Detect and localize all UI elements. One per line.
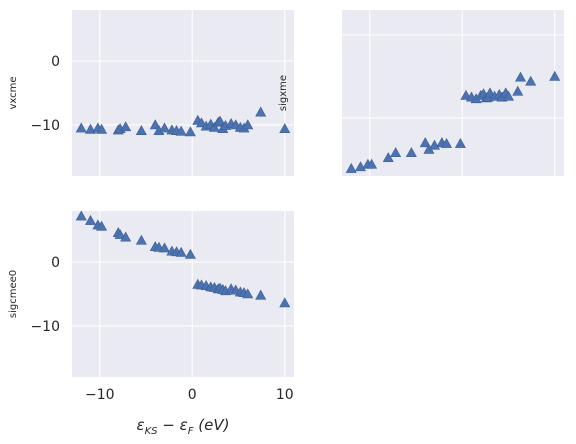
data-point [255, 106, 267, 117]
data-point [175, 246, 187, 257]
data-point [345, 162, 357, 173]
y-axis-label: vxcme [8, 76, 19, 109]
data-point [419, 137, 431, 148]
data-point [184, 248, 196, 259]
data-point [549, 70, 561, 81]
data-point [525, 75, 537, 86]
y-tick-label: 0 [51, 255, 60, 271]
data-point [214, 115, 226, 126]
x-tick-label: 0 [188, 387, 197, 403]
data-point [382, 152, 394, 163]
data-point [84, 123, 97, 134]
data-point [75, 210, 87, 221]
plot-area [72, 10, 294, 176]
x-tick-label: 10 [276, 387, 294, 403]
x-axis-label: εKS − εF (eV) [137, 416, 230, 437]
data-point [175, 125, 187, 136]
subplot-sigxme: sigxme [278, 10, 564, 176]
data-point [512, 85, 524, 96]
data-point [158, 242, 171, 253]
plot-area [72, 211, 294, 377]
x-tick-label: −10 [85, 387, 115, 403]
subplot-vxcme: 0 −10 vxcme [8, 10, 294, 176]
data-point [279, 123, 291, 134]
data-point [120, 231, 132, 242]
data-point [75, 122, 87, 133]
data-point [135, 125, 147, 135]
y-axis-label: sigxme [278, 75, 289, 111]
data-point [120, 121, 132, 132]
data-point [390, 147, 402, 158]
data-point [405, 147, 417, 158]
y-axis-label: sigcmee0 [8, 270, 19, 318]
data-point [515, 71, 527, 82]
data-point [149, 119, 161, 130]
data-point [158, 122, 171, 133]
data-point [454, 138, 466, 148]
data-point [84, 214, 97, 225]
data-point [208, 121, 220, 132]
data-point [366, 158, 378, 169]
data-point [242, 288, 254, 299]
data-point [135, 234, 147, 245]
data-point [255, 289, 267, 300]
subplot-sigcmee0: −10 0 10 0 −10 sigcmee0 [8, 210, 294, 403]
plot-area [342, 10, 564, 176]
data-point [242, 119, 254, 130]
y-tick-label: −10 [30, 118, 60, 134]
data-point [96, 123, 108, 134]
data-point [114, 229, 126, 239]
y-tick-label: −10 [30, 319, 60, 335]
y-tick-label: 0 [51, 54, 60, 70]
data-point [96, 220, 108, 231]
data-point [502, 90, 515, 101]
data-point [184, 126, 196, 137]
data-point [441, 138, 453, 148]
data-point [279, 297, 291, 308]
